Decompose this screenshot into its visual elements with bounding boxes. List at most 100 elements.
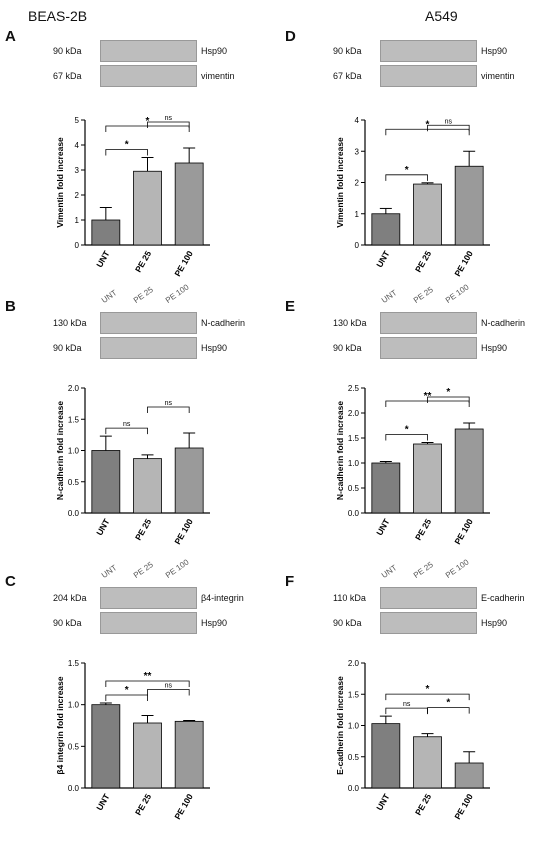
- panel-letter: C: [5, 573, 16, 590]
- blot-size-label: 90 kDa: [53, 618, 82, 628]
- y-tick-label: 5: [75, 116, 80, 125]
- bar-unt: [91, 219, 121, 246]
- blot-protein-label: vimentin: [201, 71, 235, 81]
- bar-pe-25: [133, 458, 162, 514]
- significance-bracket: [385, 174, 428, 181]
- western-blot-image: [100, 587, 197, 609]
- blot-protein-label: Hsp90: [481, 618, 508, 628]
- significance-label: ns: [165, 400, 173, 407]
- blot-lane-label: UNT: [379, 563, 399, 580]
- blot-protein-label: vimentin: [481, 71, 515, 81]
- blot-protein-label: β4-integrin: [201, 593, 244, 603]
- y-axis-label: Vimentin fold increase: [55, 137, 65, 228]
- panel-letter: B: [5, 298, 16, 315]
- y-tick-label: 0.5: [68, 478, 80, 487]
- blot-protein-label: Hsp90: [481, 343, 508, 353]
- blot-size-label: 90 kDa: [333, 46, 362, 56]
- y-tick-label: 2.0: [68, 384, 80, 393]
- bar-pe-25: [133, 722, 162, 789]
- bar-chart: 0 1 2 3 4 Vimentin fold increase UNT PE 25 PE 10…: [335, 116, 490, 278]
- bar-pe-100: [174, 720, 204, 789]
- y-tick-label: 3: [355, 147, 360, 156]
- bar-unt: [371, 723, 401, 789]
- significance-label: *: [146, 116, 150, 127]
- bar-pe-100: [174, 162, 204, 246]
- western-blot-image: [100, 337, 197, 359]
- panel-letter: E: [285, 298, 296, 315]
- bar-unt: [91, 704, 121, 789]
- x-tick-label: PE 25: [133, 249, 153, 274]
- bar-unt: [371, 213, 401, 246]
- significance-label: *: [426, 684, 430, 695]
- figure-panel-a: A 90 kDa Hsp90 67 kDa vimentin 0 1 2 3 4 5 Vimentin…: [5, 20, 265, 295]
- y-tick-label: 1.5: [68, 415, 80, 424]
- bar-unt: [91, 450, 121, 514]
- bar-chart: 0.0 0.5 1.0 1.5β4 integrin fold increase UNT…: [55, 659, 210, 821]
- significance-label: ns: [165, 683, 173, 690]
- bar-chart: 0.0 0.5 1.0 1.5 2.0E-cadherin fold increase U…: [335, 659, 490, 821]
- y-tick-label: 0: [355, 241, 360, 250]
- figure-panel-d: D 90 kDa Hsp90 67 kDa vimentin 0 1 2 3 4 Vimentin …: [285, 20, 545, 295]
- y-tick-label: 0: [75, 241, 80, 250]
- western-blot-image: [380, 65, 477, 87]
- figure-panel-f: F UNT PE 25 PE 100 110 kDa E-cadherin 90 kDa Hs…: [285, 558, 545, 840]
- bar-pe-25: [133, 170, 162, 246]
- y-tick-label: 0.5: [348, 484, 360, 493]
- y-tick-label: 2: [355, 179, 360, 188]
- blot-protein-label: Hsp90: [201, 343, 228, 353]
- blot-size-label: 90 kDa: [53, 343, 82, 353]
- bar-pe-100: [454, 165, 484, 246]
- significance-bracket: [427, 124, 470, 132]
- blot-size-label: 204 kDa: [53, 593, 87, 603]
- western-blot-image: [100, 40, 197, 62]
- y-tick-label: 1.5: [348, 690, 360, 699]
- x-tick-label: PE 25: [133, 517, 153, 542]
- y-tick-label: 0.0: [68, 509, 80, 518]
- y-tick-label: 1.0: [348, 722, 360, 731]
- western-blot-image: [380, 587, 477, 609]
- western-blot-image: [380, 40, 477, 62]
- x-tick-label: PE 100: [452, 249, 475, 278]
- column-title-left: BEAS-2B: [28, 8, 88, 24]
- bar-pe-100: [454, 428, 484, 514]
- significance-label: **: [144, 671, 152, 682]
- bar-pe-100: [454, 762, 484, 789]
- bar-chart: 0 1 2 3 4 5 Vimentin fold increase UNT PE 25 PE 1…: [55, 115, 210, 278]
- y-tick-label: 2: [75, 191, 80, 200]
- x-tick-label: PE 100: [172, 792, 195, 821]
- y-tick-label: 1.0: [68, 701, 80, 710]
- x-tick-label: PE 100: [452, 517, 475, 546]
- figure-panel-b: B UNT PE 25 PE 100 130 kDa N-cadherin 90 kDa Hs…: [5, 283, 265, 565]
- y-axis-label: N-cadherin fold increase: [55, 401, 65, 500]
- significance-bracket: [147, 689, 190, 696]
- x-tick-label: PE 100: [452, 792, 475, 821]
- significance-label: ns: [445, 118, 453, 125]
- y-tick-label: 0.0: [68, 784, 80, 793]
- significance-bracket: [105, 149, 148, 156]
- figure-panel-c: C UNT PE 25 PE 100 204 kDa β4-integrin 90 kDa H…: [5, 558, 265, 840]
- significance-bracket: [147, 406, 190, 413]
- blot-lane-label: UNT: [379, 288, 399, 305]
- bar-unt: [371, 462, 401, 514]
- y-tick-label: 1.5: [348, 434, 360, 443]
- y-tick-label: 4: [355, 116, 360, 125]
- x-tick-label: PE 25: [413, 249, 433, 274]
- x-tick-label: UNT: [374, 791, 392, 812]
- y-tick-label: 2.0: [348, 659, 360, 668]
- significance-bracket: [427, 396, 470, 403]
- blot-size-label: 90 kDa: [333, 343, 362, 353]
- y-tick-label: 2.0: [348, 409, 360, 418]
- blot-size-label: 67 kDa: [53, 71, 82, 81]
- blot-lane-label: UNT: [99, 563, 119, 580]
- figure-panel-e: E UNT PE 25 PE 100 130 kDa N-cadherin 90 kDa Hs…: [285, 283, 545, 565]
- panel-letter: D: [285, 28, 296, 45]
- blot-size-label: 130 kDa: [53, 318, 87, 328]
- significance-label: ns: [123, 421, 131, 428]
- blot-protein-label: Hsp90: [201, 618, 228, 628]
- significance-label: *: [405, 425, 409, 436]
- western-blot-image: [100, 312, 197, 334]
- significance-label: ns: [403, 701, 411, 708]
- blot-protein-label: Hsp90: [481, 46, 508, 56]
- y-tick-label: 1.5: [68, 659, 80, 668]
- blot-lane-label: UNT: [99, 288, 119, 305]
